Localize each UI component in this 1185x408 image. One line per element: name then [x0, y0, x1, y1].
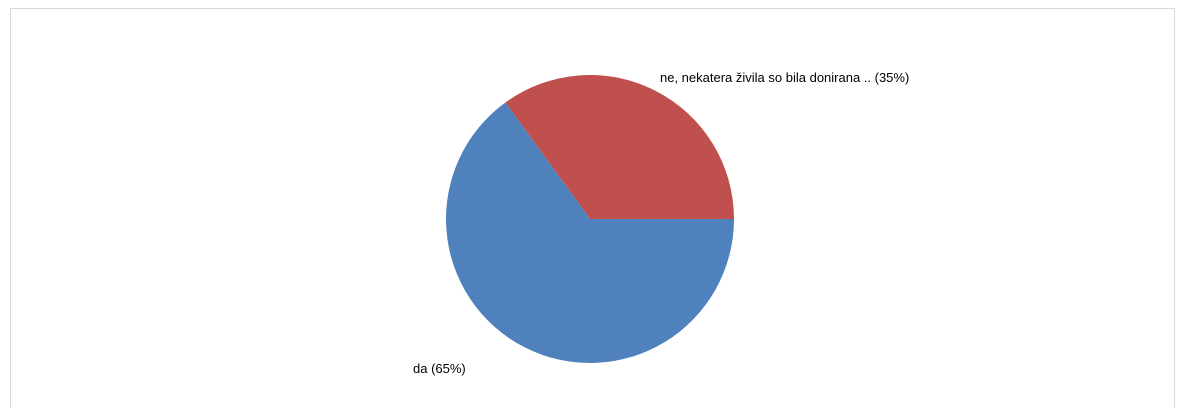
slice-label-da: da (65%)	[413, 361, 466, 376]
pie-slices	[446, 74, 734, 363]
pie-slice-da	[446, 102, 734, 363]
slice-label-ne: ne, nekatera živila so bila donirana .. …	[660, 70, 909, 85]
pie-slice-ne	[505, 74, 734, 220]
